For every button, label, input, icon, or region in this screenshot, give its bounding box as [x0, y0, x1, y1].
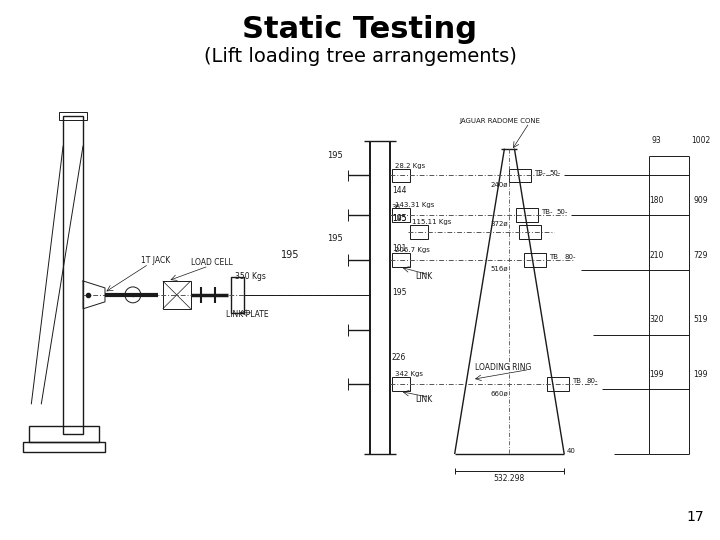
Text: 195: 195 [392, 214, 406, 223]
Bar [524, 253, 546, 267]
Bar [516, 208, 539, 222]
Text: (Lift loading tree arrangements): (Lift loading tree arrangements) [204, 46, 516, 65]
Bar [59, 112, 87, 120]
Text: 226: 226 [392, 353, 406, 362]
Bar [230, 277, 245, 313]
Text: TB-: TB- [541, 210, 553, 215]
Text: TB: TB [572, 379, 580, 384]
Text: 240ø: 240ø [491, 181, 508, 187]
Text: JAGUAR RADOME CONE: JAGUAR RADOME CONE [459, 118, 541, 124]
Text: 180: 180 [649, 196, 664, 205]
Text: 1T JACK: 1T JACK [141, 255, 170, 265]
Text: 1002: 1002 [691, 136, 711, 145]
Text: TB: TB [549, 254, 558, 260]
Bar [63, 116, 83, 434]
Text: 144: 144 [392, 186, 406, 195]
Text: 50-: 50- [557, 210, 567, 215]
Bar [519, 225, 541, 239]
Text: 195: 195 [327, 151, 343, 160]
Bar [509, 168, 531, 183]
Bar [23, 442, 105, 452]
Text: LINK PLATE: LINK PLATE [225, 310, 268, 319]
Text: 143.31 Kgs: 143.31 Kgs [395, 202, 434, 208]
Text: LOAD CELL: LOAD CELL [191, 258, 233, 267]
Bar [392, 168, 410, 183]
Text: 342 Kgs: 342 Kgs [395, 372, 423, 377]
Text: LINK: LINK [415, 273, 432, 281]
Bar [163, 281, 191, 309]
Text: 516ø: 516ø [490, 266, 508, 272]
Text: 80-: 80- [587, 379, 598, 384]
Text: 320: 320 [649, 315, 664, 324]
Bar [410, 225, 428, 239]
Text: 195: 195 [392, 288, 406, 298]
Text: Static Testing: Static Testing [243, 15, 477, 44]
Text: 80-: 80- [564, 254, 576, 260]
Text: 729: 729 [693, 251, 708, 260]
Text: 199: 199 [649, 370, 664, 379]
Text: 28.2 Kgs: 28.2 Kgs [395, 163, 425, 168]
Text: 199: 199 [693, 370, 708, 379]
Text: 909: 909 [693, 196, 708, 205]
Text: 532.298: 532.298 [494, 475, 525, 483]
Text: 50-: 50- [549, 170, 560, 176]
Text: 40: 40 [566, 448, 575, 454]
Text: 206.7 Kgs: 206.7 Kgs [395, 247, 430, 253]
Text: 101: 101 [392, 244, 406, 253]
Text: 372ø: 372ø [490, 221, 508, 227]
Text: 210: 210 [649, 251, 664, 260]
Text: 195: 195 [281, 250, 300, 260]
Text: LOADING RING: LOADING RING [474, 363, 531, 372]
Bar [392, 253, 410, 267]
Text: 115.11 Kgs: 115.11 Kgs [412, 219, 451, 225]
Bar [546, 377, 569, 392]
Bar [392, 208, 410, 222]
Text: 350 Kgs: 350 Kgs [235, 273, 266, 281]
Text: LINK: LINK [415, 395, 432, 404]
Bar [30, 426, 99, 442]
Bar [392, 377, 410, 392]
Text: 195: 195 [327, 234, 343, 242]
Text: 36: 36 [392, 204, 401, 210]
Text: 519: 519 [693, 315, 708, 324]
Text: 93: 93 [652, 136, 662, 145]
Text: 17: 17 [686, 510, 703, 524]
Text: TB-: TB- [534, 170, 546, 176]
Text: 145: 145 [392, 214, 406, 223]
Text: 660ø: 660ø [490, 390, 508, 396]
